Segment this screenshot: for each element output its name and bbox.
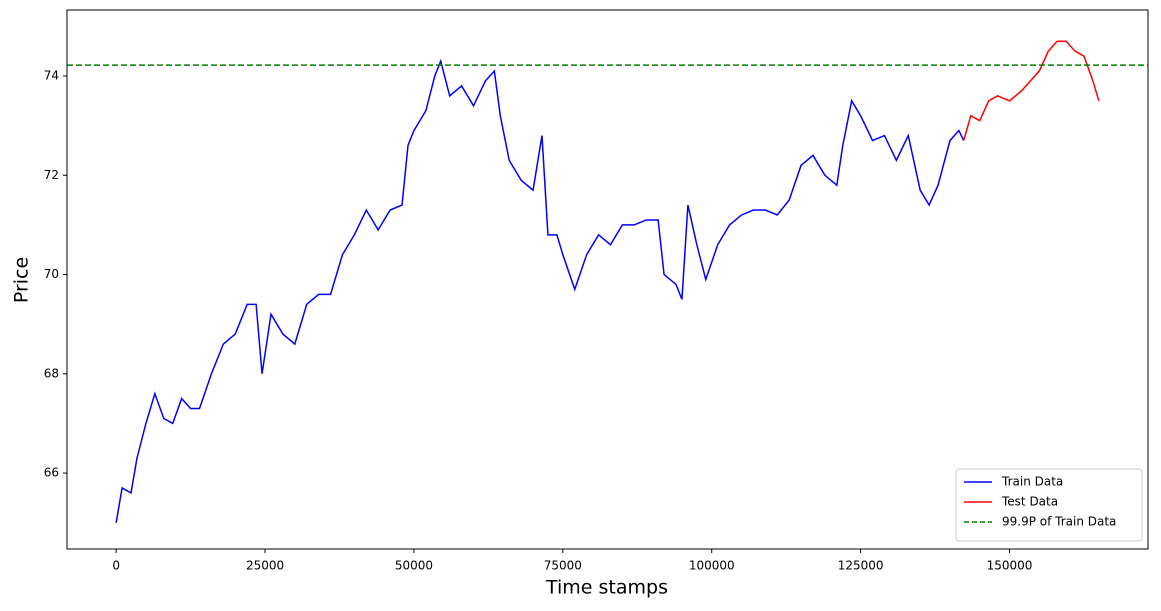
legend-label: Test Data: [1001, 495, 1058, 509]
x-tick-label: 0: [112, 559, 120, 573]
y-axis-label: Price: [11, 257, 33, 303]
series-line: [115, 58, 965, 523]
y-tick-label: 72: [44, 168, 59, 182]
x-tick-label: 150000: [987, 559, 1033, 573]
y-tick-label: 66: [44, 466, 59, 480]
y-tick-label: 70: [44, 267, 59, 281]
plot-frame: [66, 9, 1149, 550]
y-tick-label: 68: [44, 366, 59, 380]
x-axis-label: Time stamps: [545, 577, 668, 599]
x-tick-label: 50000: [395, 559, 433, 573]
legend-label: Train Data: [1001, 475, 1063, 489]
x-tick-label: 125000: [838, 559, 884, 573]
x-tick-label: 25000: [246, 559, 284, 573]
y-tick-label: 74: [44, 69, 59, 83]
legend-label: 99.9P of Train Data: [1002, 515, 1116, 529]
legend-box: [955, 468, 1143, 542]
series-line: [962, 40, 1100, 141]
x-tick-label: 100000: [689, 559, 735, 573]
x-tick-label: 75000: [544, 559, 582, 573]
